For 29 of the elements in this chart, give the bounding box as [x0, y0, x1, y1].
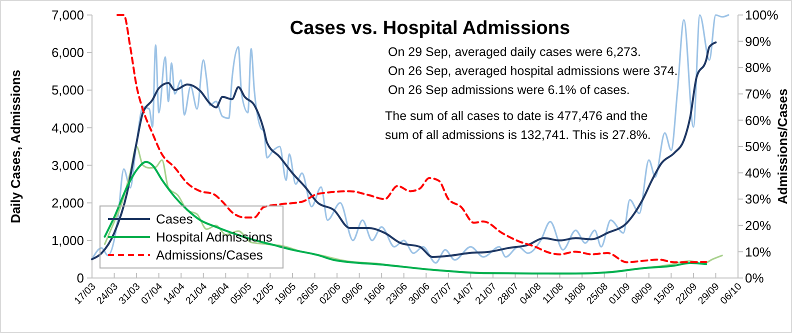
y-tick-label: 0	[76, 270, 84, 286]
annotation: On 26 Sep, averaged hospital admissions were 374.	[388, 64, 678, 78]
y2-tick-label: 40%	[745, 165, 772, 180]
annotation: sum of all admissions is 132,741. This is 27.8%.	[385, 128, 651, 142]
annotation: On 29 Sep, averaged daily cases were 6,273.	[388, 45, 641, 59]
y2-tick-label: 50%	[745, 139, 772, 154]
y2-tick-label: 10%	[745, 244, 772, 260]
y-tick-label: 4,000	[51, 120, 84, 136]
y2-tick-label: 60%	[745, 112, 772, 128]
annotation: The sum of all cases to date is 477,476 and the	[385, 109, 648, 123]
y2-axis-title: Admissions/Cases	[775, 88, 790, 204]
y-tick-label: 1,000	[51, 232, 84, 248]
annotation: On 26 Sep admissions were 6.1% of cases.	[388, 83, 630, 97]
y2-tick-label: 70%	[745, 86, 772, 102]
y-tick-label: 6,000	[51, 45, 84, 60]
y2-tick-label: 90%	[745, 34, 772, 49]
y2-tick-label: 80%	[745, 60, 772, 76]
y2-tick-label: 0%	[745, 270, 764, 286]
y-tick-label: 5,000	[51, 82, 84, 98]
legend-label: Cases	[156, 212, 194, 227]
y2-tick-label: 20%	[745, 218, 772, 233]
y-tick-label: 2,000	[51, 195, 84, 210]
chart-title: Cases vs. Hospital Admissions	[290, 18, 570, 39]
y-tick-label: 7,000	[51, 8, 84, 23]
y2-tick-label: 30%	[745, 192, 772, 207]
y-tick-label: 3,000	[51, 158, 84, 173]
y2-tick-label: 100%	[745, 8, 779, 23]
y-axis-title: Daily Cases, Admissions	[8, 70, 23, 224]
legend-label: Admissions/Cases	[156, 248, 264, 263]
